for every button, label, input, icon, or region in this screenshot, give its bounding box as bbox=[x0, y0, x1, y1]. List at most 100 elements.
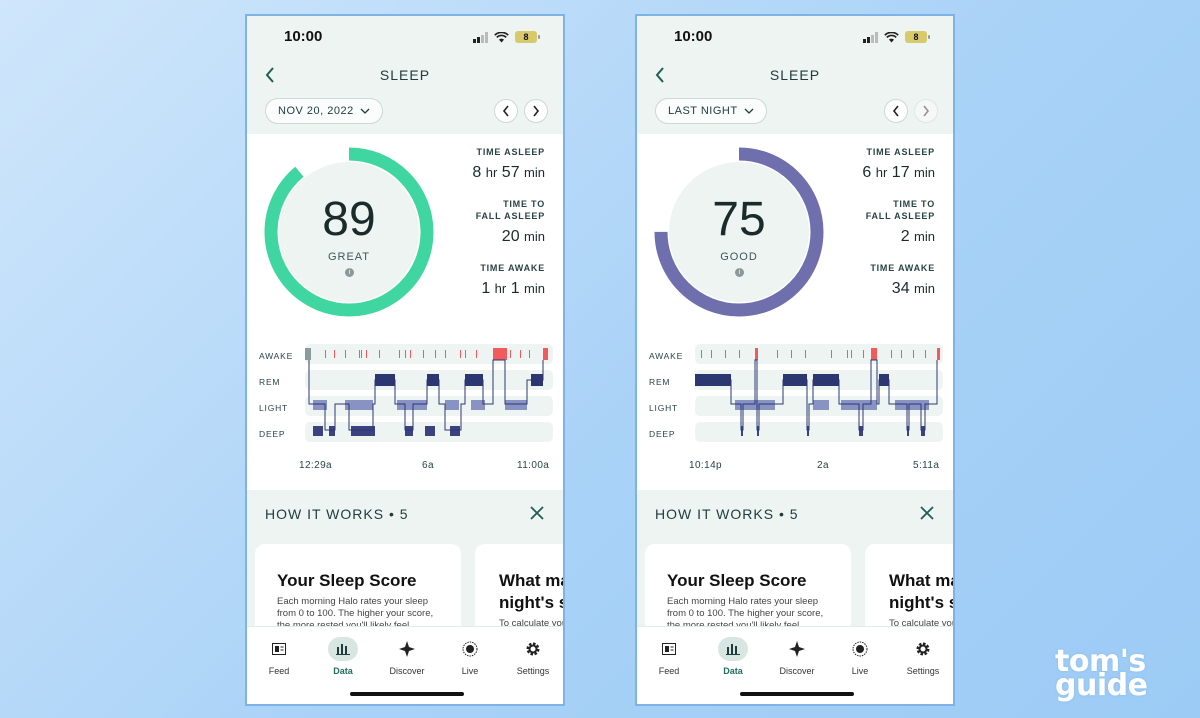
fall-asleep-stat: TIME TO FALL ASLEEP 2 min bbox=[865, 199, 935, 245]
signal-icon bbox=[863, 31, 878, 43]
header-area: 10:00 8 SLEEP NOV 20, 2022 bbox=[247, 16, 563, 134]
date-selector[interactable]: NOV 20, 2022 bbox=[265, 98, 383, 124]
time-asleep-stat: TIME ASLEEP 8 hr 57 min bbox=[472, 147, 545, 181]
tab-settings[interactable]: Settings bbox=[897, 637, 949, 676]
gauge-ring bbox=[654, 147, 824, 317]
next-day-button[interactable] bbox=[914, 99, 938, 123]
close-icon[interactable] bbox=[529, 505, 545, 521]
how-it-works-title: HOW IT WORKS • 5 bbox=[655, 506, 799, 522]
chevron-down-icon bbox=[744, 108, 754, 114]
phone-screen-right: 10:00 8 SLEEP LAST NIGHT 75 GOOD bbox=[635, 14, 955, 706]
close-icon[interactable] bbox=[919, 505, 935, 521]
how-it-works-section: HOW IT WORKS • 5 Your Sleep Score Each m… bbox=[247, 490, 565, 644]
tab-discover[interactable]: Discover bbox=[381, 637, 433, 676]
header-area: 10:00 8 SLEEP LAST NIGHT bbox=[637, 16, 953, 134]
sleep-stats: TIME ASLEEP 6 hr 17 min TIME TO FALL ASL… bbox=[825, 146, 935, 314]
gauge-inner bbox=[669, 162, 809, 302]
card-title: Your Sleep Score bbox=[667, 571, 807, 590]
tab-live[interactable]: Live bbox=[834, 637, 886, 676]
stage-label-light: LIGHT bbox=[259, 403, 289, 413]
card-title: What ma night's s bbox=[499, 571, 565, 612]
time-tick-mid: 2a bbox=[817, 460, 829, 471]
phone-screen-left: 10:00 8 SLEEP NOV 20, 2022 89 GREAT bbox=[245, 14, 565, 706]
tab-settings[interactable]: Settings bbox=[507, 637, 559, 676]
stage-label-deep: DEEP bbox=[649, 429, 676, 439]
time-tick-start: 12:29a bbox=[299, 460, 332, 471]
page-title: SLEEP bbox=[769, 67, 821, 83]
compass-icon bbox=[789, 641, 805, 657]
live-icon bbox=[462, 641, 478, 657]
bar-chart-icon bbox=[336, 644, 350, 655]
date-selector[interactable]: LAST NIGHT bbox=[655, 98, 767, 124]
gear-icon bbox=[526, 642, 540, 656]
status-bar: 10:00 8 bbox=[637, 28, 953, 48]
back-chevron-icon[interactable] bbox=[263, 66, 277, 84]
time-awake-stat: TIME AWAKE 34 min bbox=[870, 263, 935, 297]
tab-feed[interactable]: Feed bbox=[253, 637, 305, 676]
status-time: 10:00 bbox=[284, 28, 323, 45]
back-chevron-icon[interactable] bbox=[653, 66, 667, 84]
compass-icon bbox=[399, 641, 415, 657]
home-indicator[interactable] bbox=[350, 692, 464, 696]
sleep-score-gauge[interactable]: 89 GREAT i bbox=[263, 146, 435, 318]
status-bar: 10:00 8 bbox=[247, 28, 563, 48]
time-tick-end: 11:00a bbox=[517, 460, 550, 471]
next-day-button[interactable] bbox=[524, 99, 548, 123]
how-it-works-title: HOW IT WORKS • 5 bbox=[265, 506, 409, 522]
sleep-hypnogram[interactable]: AWAKE REM LIGHT DEEP bbox=[247, 342, 563, 471]
info-icon[interactable]: i bbox=[345, 268, 354, 277]
chevron-left-icon bbox=[892, 105, 899, 117]
info-icon[interactable]: i bbox=[735, 268, 744, 277]
gauge-inner bbox=[279, 162, 419, 302]
card-title: Your Sleep Score bbox=[277, 571, 417, 590]
sleep-hypnogram[interactable]: AWAKE REM LIGHT DEEP bbox=[637, 342, 953, 471]
feed-icon bbox=[272, 643, 286, 655]
time-tick-end: 5:11a bbox=[913, 460, 940, 471]
fall-asleep-stat: TIME TO FALL ASLEEP 20 min bbox=[475, 199, 545, 245]
card-body: To calculate you bbox=[499, 618, 565, 629]
feed-icon bbox=[662, 643, 676, 655]
time-tick-mid: 6a bbox=[422, 460, 434, 471]
time-asleep-stat: TIME ASLEEP 6 hr 17 min bbox=[862, 147, 935, 181]
chevron-left-icon bbox=[502, 105, 509, 117]
home-indicator[interactable] bbox=[740, 692, 854, 696]
status-time: 10:00 bbox=[674, 28, 713, 45]
bar-chart-icon bbox=[726, 644, 740, 655]
sleep-score-gauge[interactable]: 75 GOOD i bbox=[653, 146, 825, 318]
signal-icon bbox=[473, 31, 488, 43]
page-title: SLEEP bbox=[379, 67, 431, 83]
live-icon bbox=[852, 641, 868, 657]
battery-icon: 8 bbox=[515, 31, 540, 43]
sleep-score-value: 75 bbox=[712, 193, 766, 246]
stage-label-awake: AWAKE bbox=[649, 351, 684, 361]
stage-label-rem: REM bbox=[649, 377, 671, 387]
tab-discover[interactable]: Discover bbox=[771, 637, 823, 676]
card-body: Each morning Halo rates your sleep from … bbox=[667, 596, 824, 631]
tab-data[interactable]: Data bbox=[317, 637, 369, 676]
tab-live[interactable]: Live bbox=[444, 637, 496, 676]
previous-day-button[interactable] bbox=[884, 99, 908, 123]
previous-day-button[interactable] bbox=[494, 99, 518, 123]
tab-data[interactable]: Data bbox=[707, 637, 759, 676]
sleep-score-rating: GOOD bbox=[720, 251, 758, 263]
watermark-logo: tom's guide bbox=[1055, 644, 1148, 703]
gauge-ring bbox=[264, 147, 434, 317]
chevron-down-icon bbox=[360, 108, 370, 114]
battery-icon: 8 bbox=[905, 31, 930, 43]
hypnogram-plot bbox=[695, 344, 943, 442]
chevron-right-icon bbox=[533, 105, 540, 117]
sleep-score-value: 89 bbox=[322, 193, 376, 246]
time-awake-stat: TIME AWAKE 1 hr 1 min bbox=[480, 263, 545, 297]
stage-label-awake: AWAKE bbox=[259, 351, 294, 361]
date-label: LAST NIGHT bbox=[668, 105, 738, 117]
stage-label-deep: DEEP bbox=[259, 429, 286, 439]
card-body: To calculate you bbox=[889, 618, 955, 629]
chevron-right-icon bbox=[923, 105, 930, 117]
sleep-score-rating: GREAT bbox=[327, 251, 371, 263]
wifi-icon bbox=[494, 31, 509, 43]
bottom-tab-bar: Feed Data Discover Live Settings bbox=[247, 626, 563, 704]
tab-feed[interactable]: Feed bbox=[643, 637, 695, 676]
wifi-icon bbox=[884, 31, 899, 43]
date-label: NOV 20, 2022 bbox=[278, 105, 354, 117]
card-title: What ma night's s bbox=[889, 571, 955, 612]
